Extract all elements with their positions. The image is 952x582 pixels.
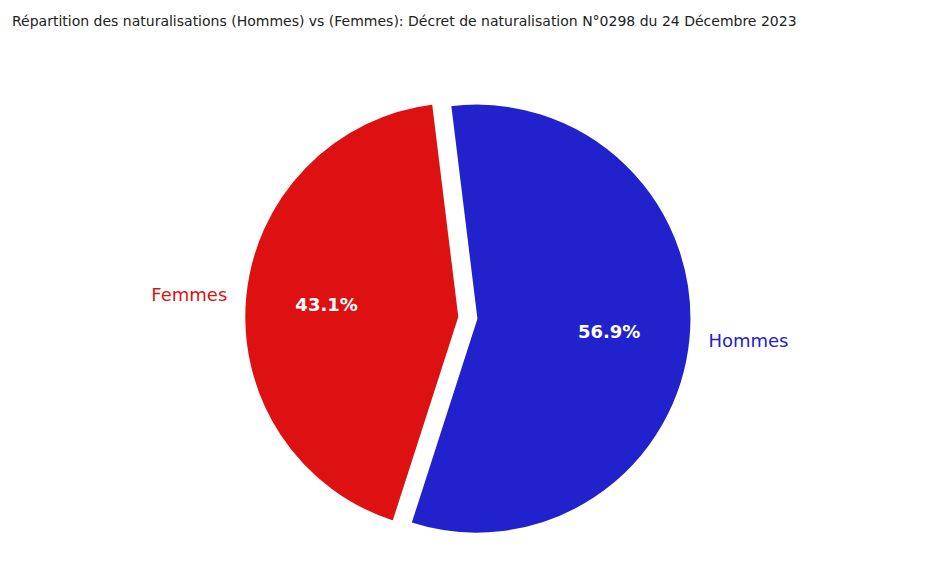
pie-slice [244, 104, 459, 522]
chart-container: Répartition des naturalisations (Hommes)… [0, 0, 952, 582]
background [0, 0, 952, 582]
labels: 56.9% Hommes 43.1% Femmes [151, 284, 788, 351]
chart-svg: Répartition des naturalisations (Hommes)… [0, 0, 952, 582]
data-label: 43.1% [295, 294, 357, 315]
data-label: 56.9% [578, 321, 640, 342]
slices [244, 104, 691, 534]
title: Répartition des naturalisations (Hommes)… [12, 13, 797, 29]
category-label: Femmes [151, 284, 227, 305]
category-label: Hommes [708, 330, 788, 351]
